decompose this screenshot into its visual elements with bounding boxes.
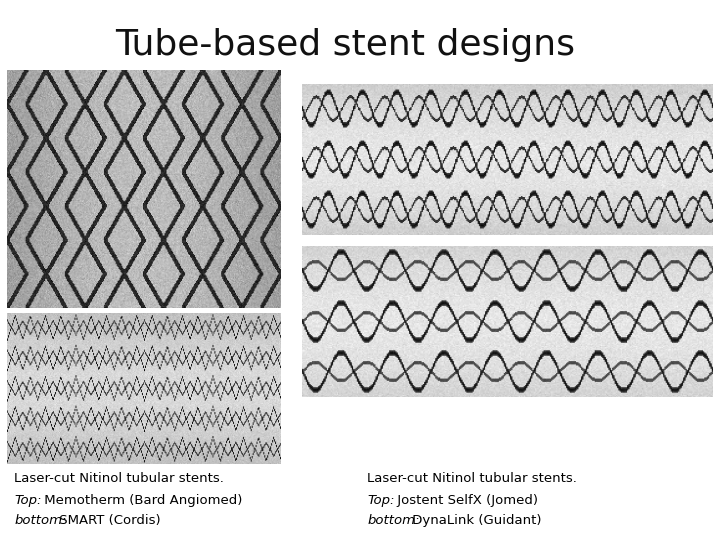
Text: SMART (Cordis): SMART (Cordis) <box>55 514 161 527</box>
Text: Laser-cut Nitinol tubular stents.: Laser-cut Nitinol tubular stents. <box>14 472 224 485</box>
Text: Laser-cut Nitinol tubular stents.: Laser-cut Nitinol tubular stents. <box>367 472 577 485</box>
Text: Top:: Top: <box>367 494 395 507</box>
Text: Memotherm (Bard Angiomed): Memotherm (Bard Angiomed) <box>40 494 243 507</box>
Text: bottom:: bottom: <box>14 514 67 527</box>
Text: Top:: Top: <box>14 494 42 507</box>
Text: bottom:: bottom: <box>367 514 420 527</box>
Text: DynaLink (Guidant): DynaLink (Guidant) <box>408 514 541 527</box>
Text: Tube-based stent designs: Tube-based stent designs <box>116 28 575 62</box>
Text: Jostent SelfX (Jomed): Jostent SelfX (Jomed) <box>393 494 538 507</box>
